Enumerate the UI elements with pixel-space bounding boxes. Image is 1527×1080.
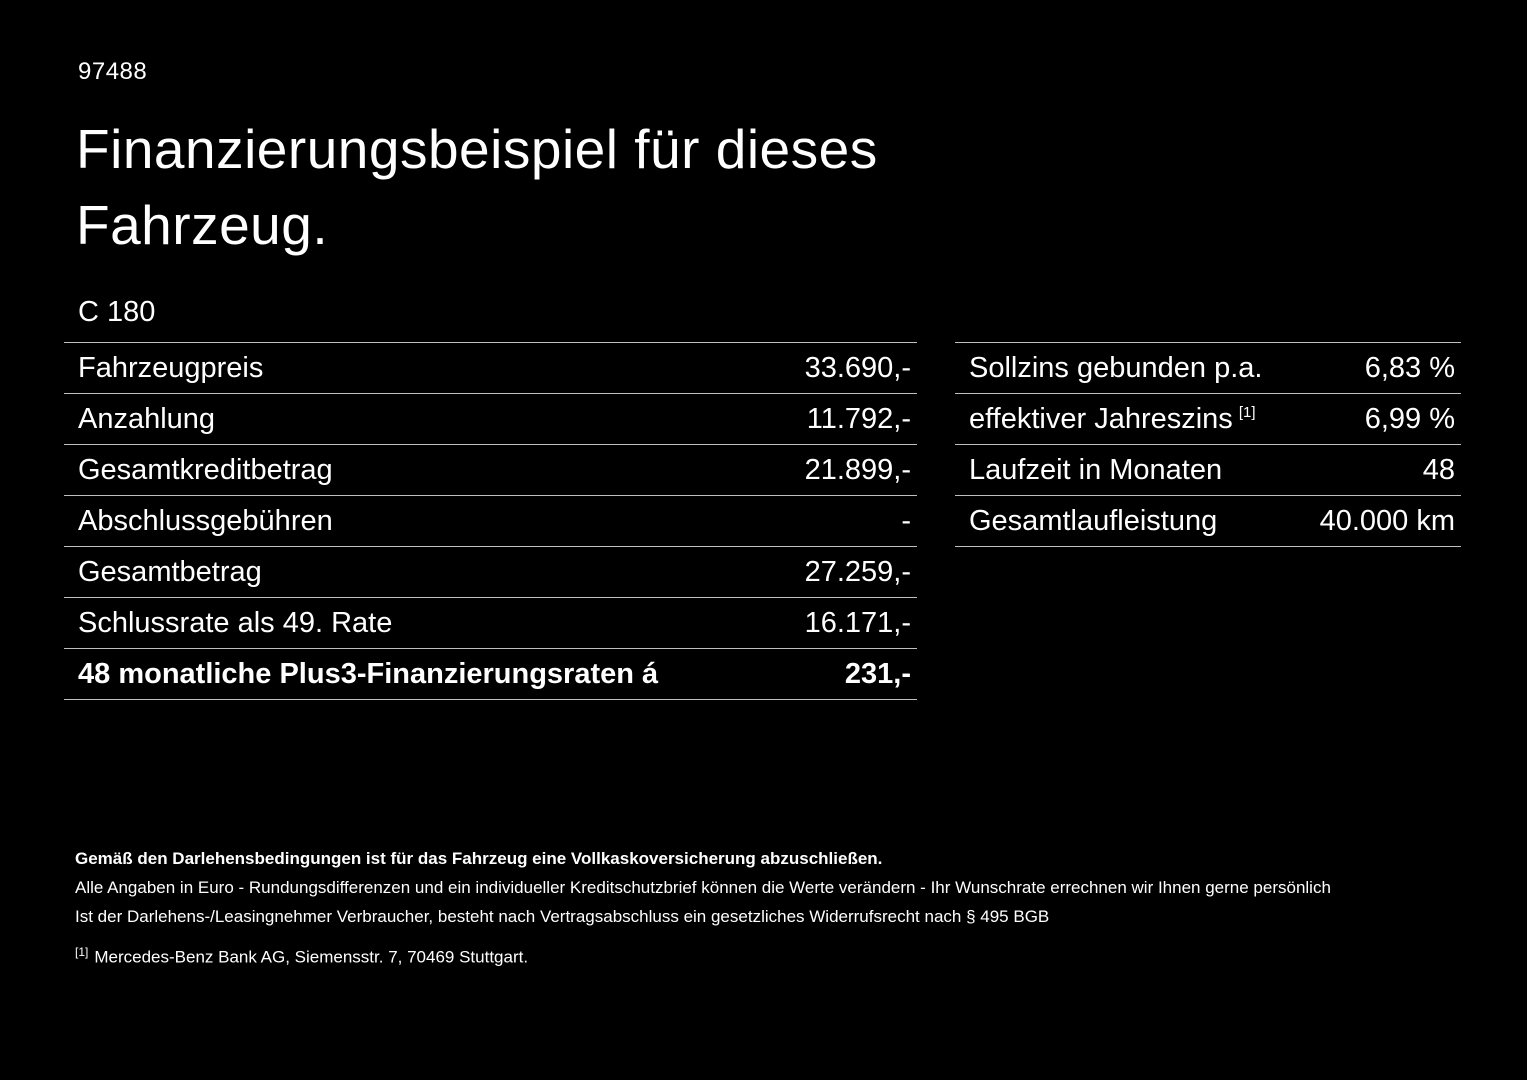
row-label: Anzahlung	[78, 402, 216, 435]
row-label: Abschlussgebühren	[78, 504, 333, 537]
table-row: Gesamtbetrag 27.259,-	[64, 546, 917, 597]
table-row: Gesamtlaufleistung 40.000 km	[955, 495, 1461, 546]
table-row: Schlussrate als 49. Rate 16.171,-	[64, 597, 917, 648]
page-title: Finanzierungsbeispiel für dieses Fahrzeu…	[76, 118, 878, 256]
row-value: 6,99 %	[1364, 402, 1455, 435]
table-row: Anzahlung 11.792,-	[64, 393, 917, 444]
row-label: Laufzeit in Monaten	[969, 453, 1223, 486]
footnote-reference: [1]	[1238, 403, 1256, 421]
table-row-monthly-rate: 48 monatliche Plus3-Finanzierungsraten á…	[64, 648, 917, 699]
row-label: effektiver Jahreszins [1]	[969, 403, 1256, 436]
row-label: Gesamtkreditbetrag	[78, 453, 333, 486]
offer-code: 97488	[78, 58, 148, 85]
footnote: [1] Mercedes-Benz Bank AG, Siemensstr. 7,…	[75, 938, 1475, 972]
row-value: 48	[1422, 453, 1455, 486]
financing-table-left: Fahrzeugpreis 33.690,- Anzahlung 11.792,…	[64, 342, 917, 700]
footnote-text: Mercedes-Benz Bank AG, Siemensstr. 7, 70…	[94, 947, 529, 967]
table-row: Laufzeit in Monaten 48	[955, 444, 1461, 495]
row-label-text: effektiver Jahreszins	[969, 402, 1233, 435]
table-row: effektiver Jahreszins [1] 6,99 %	[955, 393, 1461, 444]
row-value: 40.000 km	[1319, 504, 1455, 537]
footer-line-1: Alle Angaben in Euro - Rundungsdifferenz…	[75, 878, 1331, 897]
row-value: 11.792,-	[806, 402, 911, 435]
row-label: Schlussrate als 49. Rate	[78, 606, 393, 639]
row-value: 231,-	[844, 657, 911, 690]
table-row: Sollzins gebunden p.a. 6,83 %	[955, 342, 1461, 393]
table-row: Fahrzeugpreis 33.690,-	[64, 342, 917, 393]
insurance-note: Gemäß den Darlehensbedingungen ist für d…	[75, 849, 883, 868]
vehicle-model: C 180	[78, 296, 156, 328]
row-value: 27.259,-	[804, 555, 911, 588]
row-label: Gesamtlaufleistung	[969, 504, 1218, 537]
footer-line-2: Ist der Darlehens-/Leasingnehmer Verbrau…	[75, 907, 1050, 926]
row-value: -	[901, 504, 911, 537]
row-value: 21.899,-	[804, 453, 911, 486]
footer: Gemäß den Darlehensbedingungen ist für d…	[75, 844, 1475, 972]
table-row: Gesamtkreditbetrag 21.899,-	[64, 444, 917, 495]
row-label: Sollzins gebunden p.a.	[969, 351, 1263, 384]
financing-table-right: Sollzins gebunden p.a. 6,83 % effektiver…	[955, 342, 1461, 547]
table-row: Abschlussgebühren -	[64, 495, 917, 546]
row-value: 33.690,-	[804, 351, 911, 384]
row-label: Fahrzeugpreis	[78, 351, 264, 384]
row-value: 6,83 %	[1364, 351, 1455, 384]
footnote-marker: [1]	[75, 945, 89, 959]
row-label: 48 monatliche Plus3-Finanzierungsraten á	[78, 657, 659, 690]
row-label: Gesamtbetrag	[78, 555, 262, 588]
row-value: 16.171,-	[804, 606, 911, 639]
